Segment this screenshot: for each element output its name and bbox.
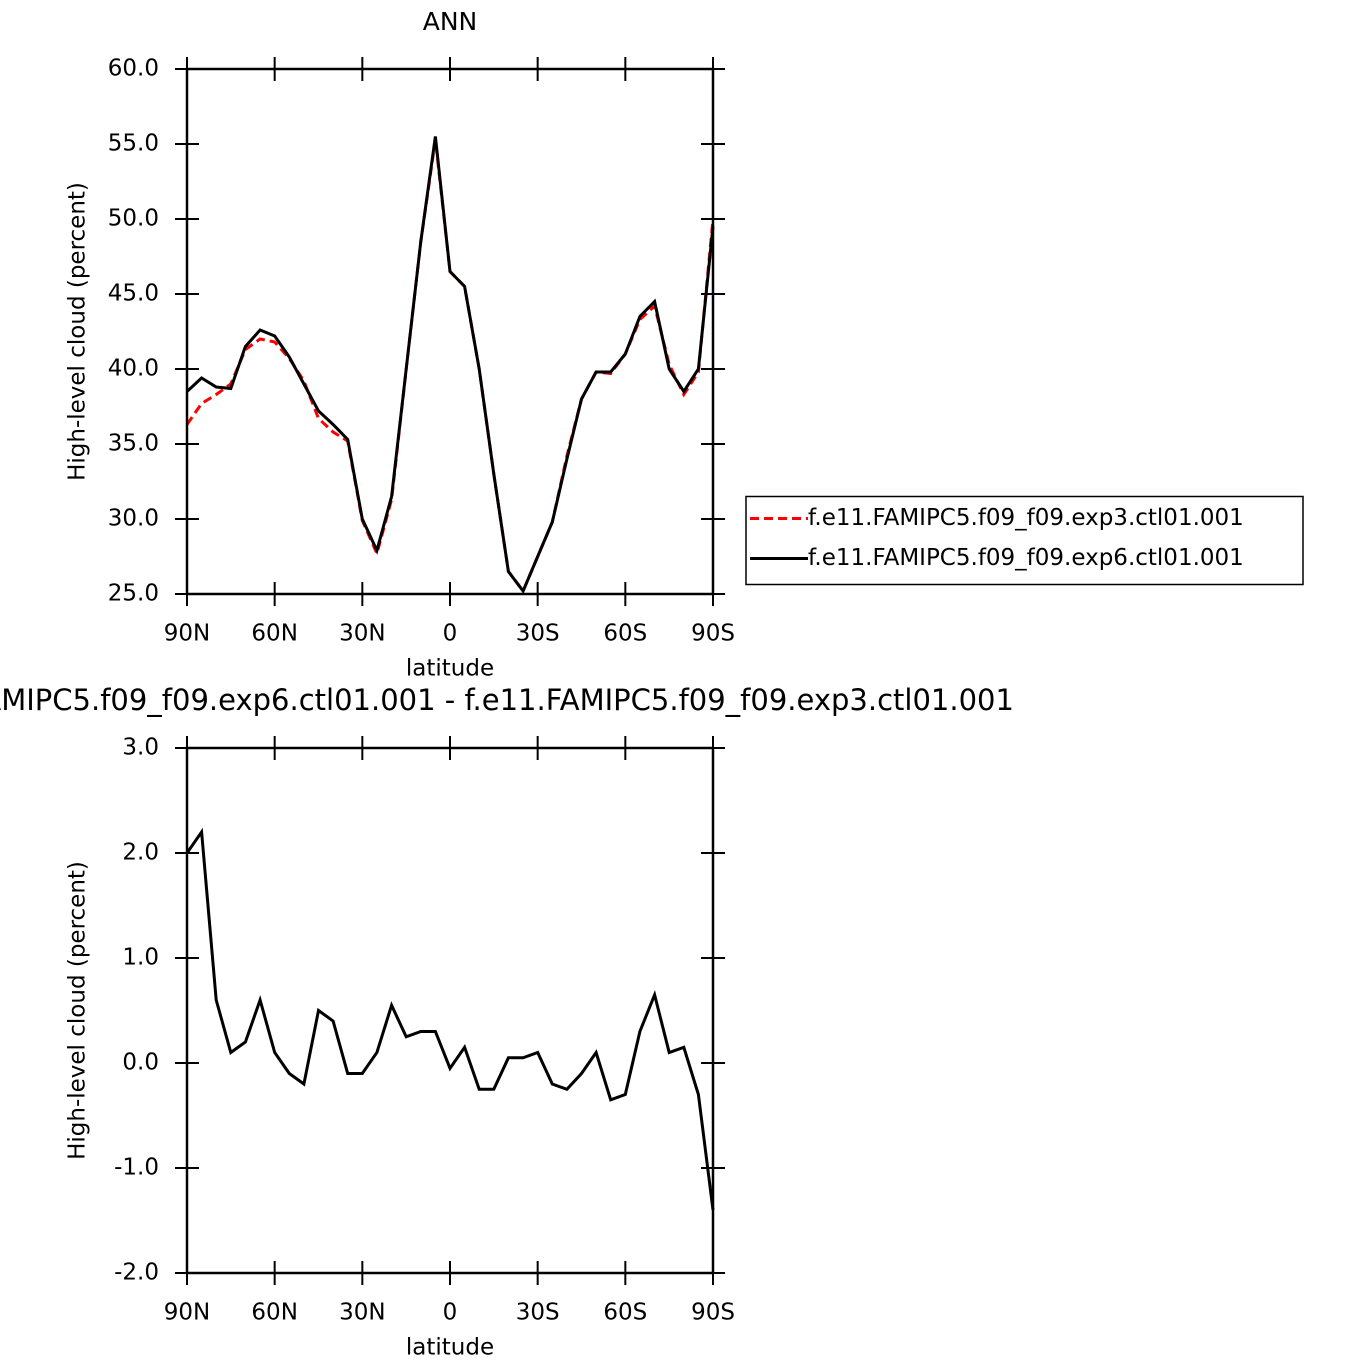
x-tick-label: 30S — [516, 621, 560, 647]
y-tick-label: 0.0 — [122, 1050, 159, 1076]
x-tick-label: 60N — [251, 1300, 297, 1326]
x-tick-label: 30S — [516, 1300, 560, 1326]
y-tick-label: 35.0 — [108, 431, 159, 457]
y-tick-label: 45.0 — [108, 281, 159, 307]
x-tick-label: 90N — [164, 1300, 210, 1326]
y-tick-label: -1.0 — [114, 1155, 159, 1181]
x-axis-label: latitude — [406, 1335, 494, 1361]
legend-label: f.e11.FAMIPC5.f09_f09.exp3.ctl01.001 — [808, 505, 1244, 531]
x-tick-label: 30N — [339, 1300, 385, 1326]
y-tick-label: -2.0 — [114, 1260, 159, 1286]
plot-frame — [185, 67, 715, 596]
legend-box — [745, 495, 1304, 586]
y-tick-label: 2.0 — [122, 840, 159, 866]
x-tick-label: 90N — [164, 621, 210, 647]
x-tick-label: 90S — [691, 1300, 735, 1326]
data-line — [185, 827, 715, 1211]
x-axis-label: latitude — [406, 656, 494, 682]
y-tick-label: 25.0 — [108, 581, 159, 607]
data-line — [185, 136, 715, 594]
y-axis-label: High-level cloud (percent) — [65, 861, 91, 1160]
x-tick-label: 60S — [603, 621, 647, 647]
x-tick-label: 60N — [251, 621, 297, 647]
x-tick-label: 90S — [691, 621, 735, 647]
legend-label: f.e11.FAMIPC5.f09_f09.exp6.ctl01.001 — [808, 545, 1244, 571]
x-tick-label: 0 — [443, 1300, 458, 1326]
data-line — [185, 139, 715, 594]
chart-title: f.e11.FAMIPC5.f09_f09.exp6.ctl01.001 - f… — [0, 683, 1014, 717]
y-tick-label: 40.0 — [108, 356, 159, 382]
x-tick-label: 0 — [443, 621, 458, 647]
y-tick-label: 1.0 — [122, 945, 159, 971]
chart-title: ANN — [423, 7, 478, 36]
x-tick-label: 60S — [603, 1300, 647, 1326]
plot-frame — [185, 746, 715, 1275]
y-tick-label: 30.0 — [108, 506, 159, 532]
y-tick-label: 3.0 — [122, 735, 159, 761]
y-tick-label: 60.0 — [108, 56, 159, 82]
y-tick-label: 55.0 — [108, 131, 159, 157]
x-tick-label: 30N — [339, 621, 385, 647]
y-tick-label: 50.0 — [108, 206, 159, 232]
y-axis-label: High-level cloud (percent) — [65, 182, 91, 481]
